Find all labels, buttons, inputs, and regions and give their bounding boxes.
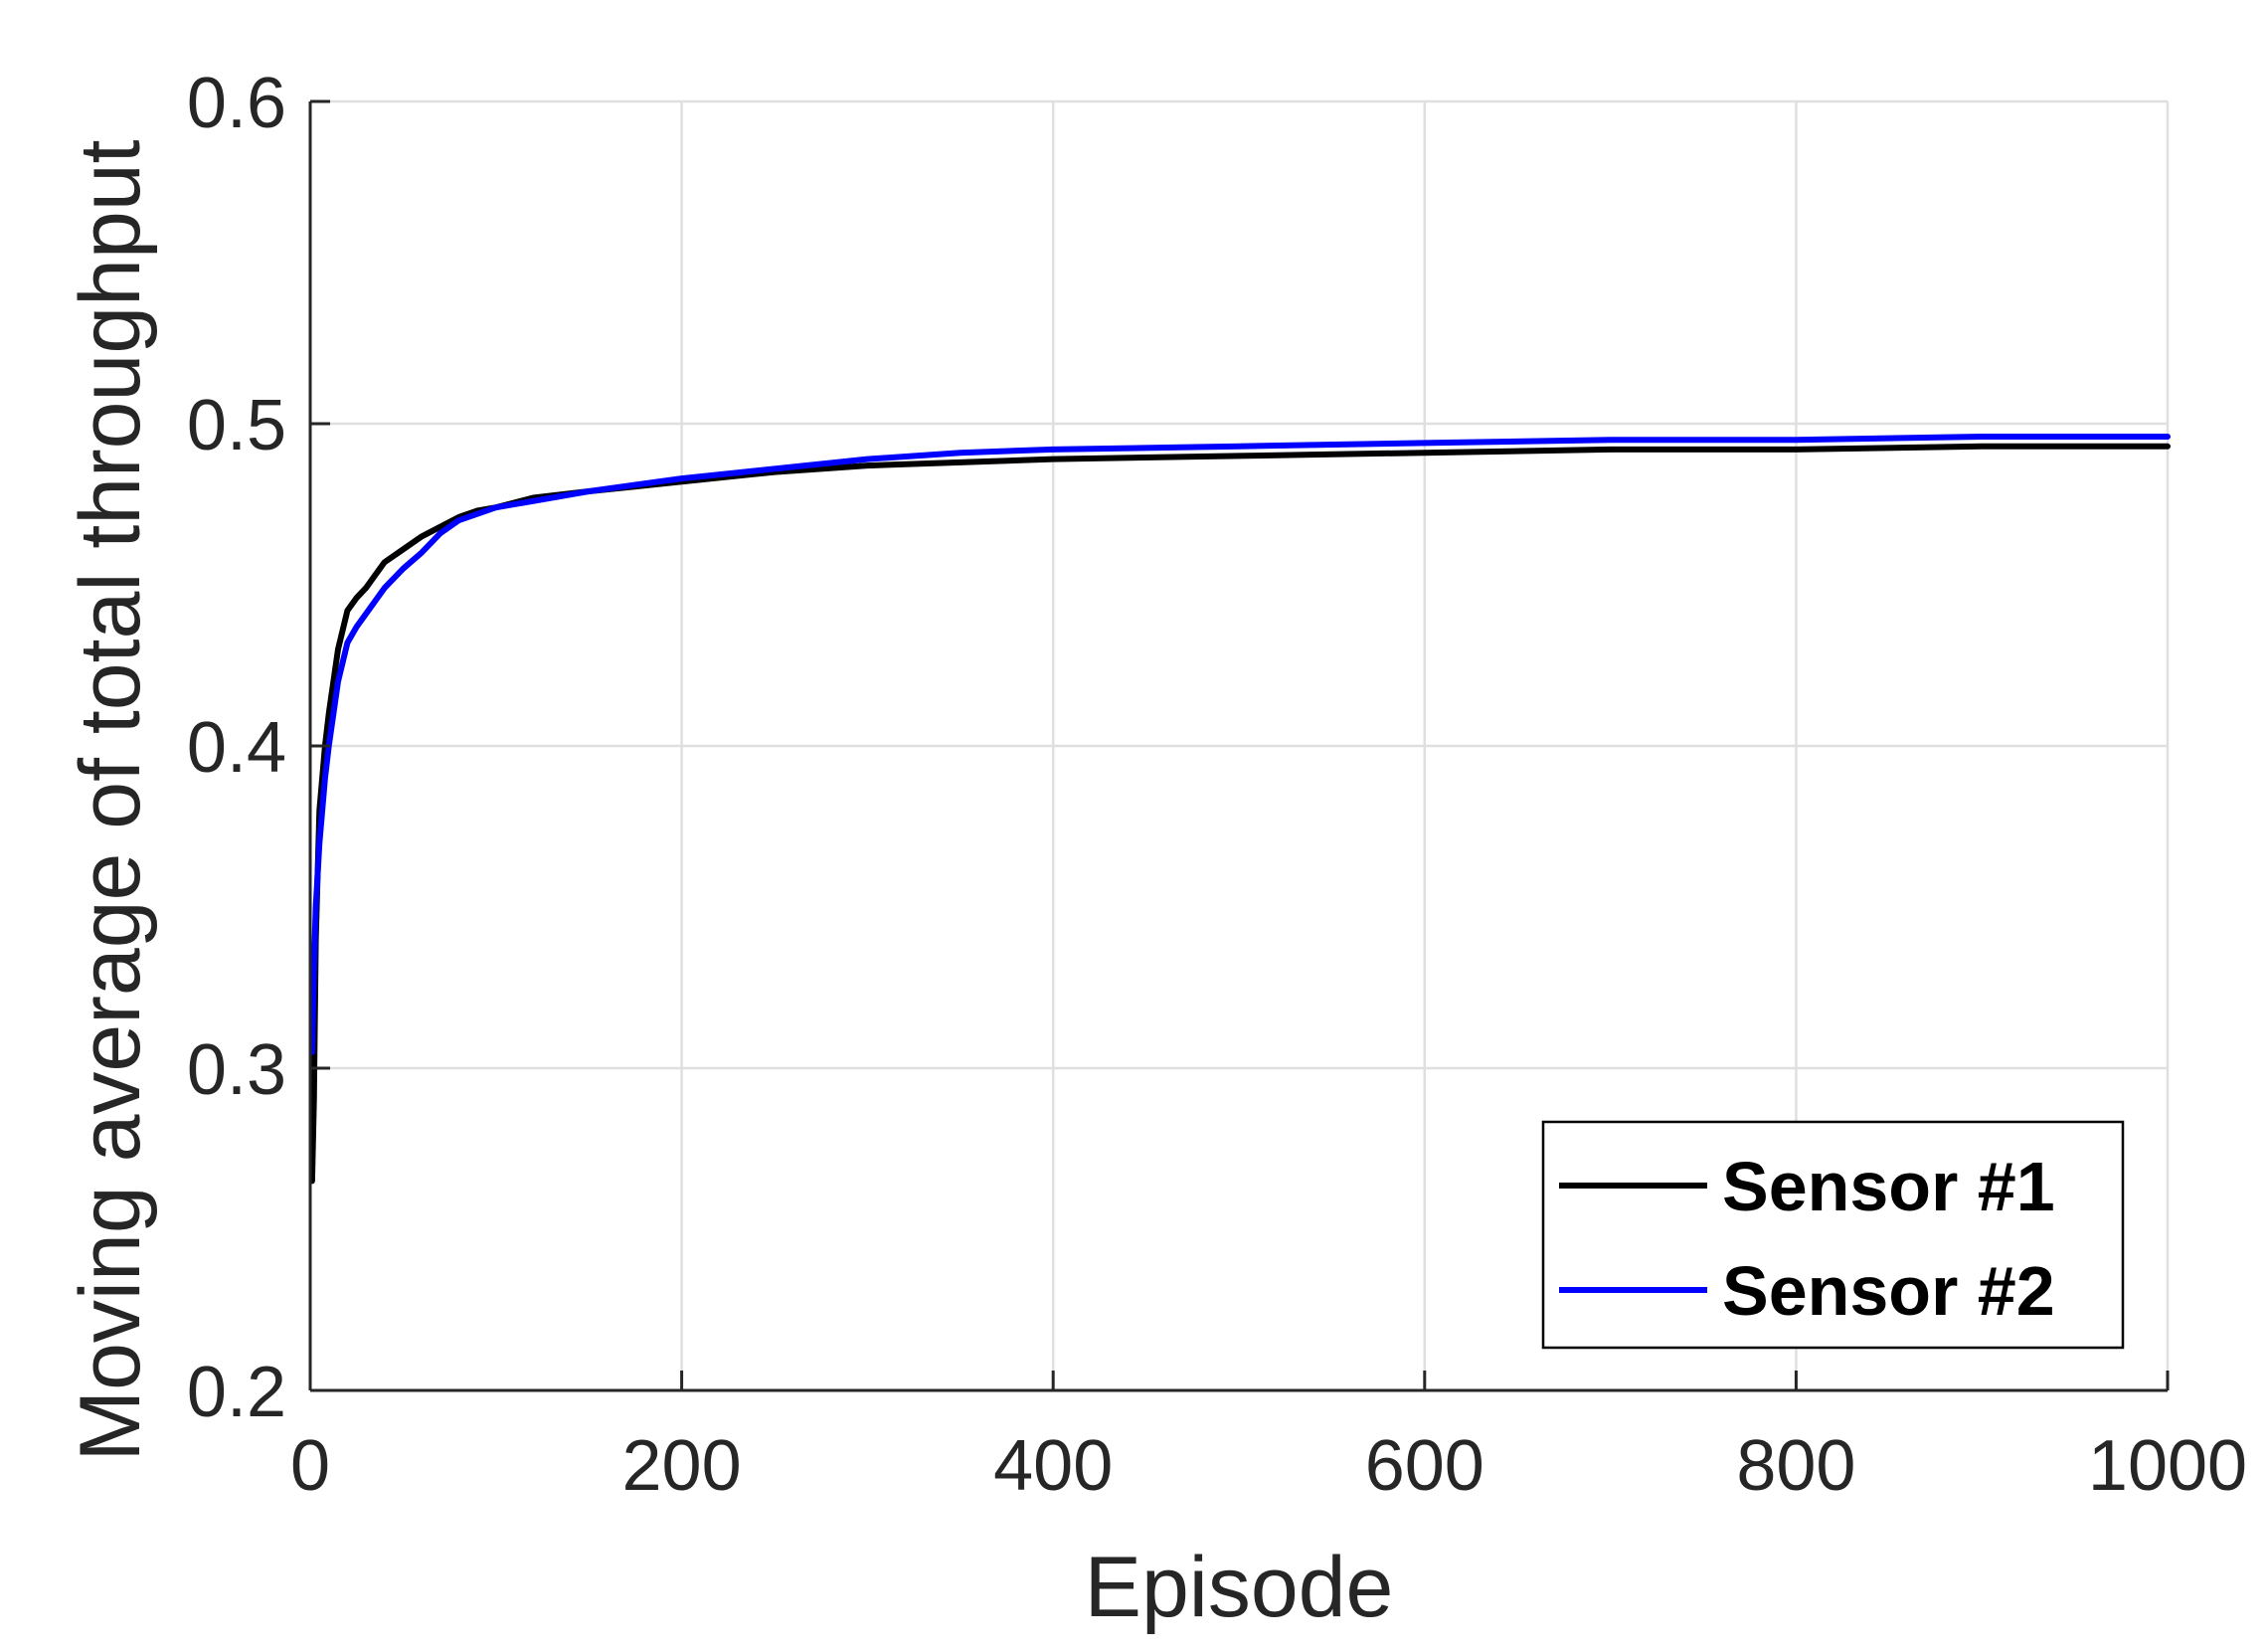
legend-box xyxy=(1541,1120,2125,1350)
x-tick-label-0: 0 xyxy=(290,1426,330,1506)
axes xyxy=(308,99,2170,1392)
y-tick-label-0.3: 0.3 xyxy=(187,1030,286,1110)
x-tick-label-800: 800 xyxy=(1736,1426,1855,1506)
y-axis-label: Moving average of total throughput xyxy=(63,139,158,1461)
legend: Sensor #1 Sensor #2 xyxy=(1541,1120,2125,1350)
series-line-sensor-1 xyxy=(308,443,2171,1185)
x-tick-label-400: 400 xyxy=(993,1426,1113,1506)
y-tick-label-0.5: 0.5 xyxy=(187,386,286,465)
tick-labels: 0 200 400 600 800 1000 0.2 0.3 0.4 0.5 0.6 xyxy=(187,64,2247,1506)
y-tick-label-0.4: 0.4 xyxy=(187,708,286,788)
y-tick-label-0.2: 0.2 xyxy=(187,1353,286,1432)
x-tick-label-200: 200 xyxy=(622,1426,742,1506)
x-axis-label: Episode xyxy=(1085,1540,1394,1635)
x-tick-label-600: 600 xyxy=(1365,1426,1484,1506)
legend-label-sensor-2: Sensor #2 xyxy=(1722,1252,2055,1330)
y-tick-label-0.6: 0.6 xyxy=(187,64,286,143)
x-tick-label-1000: 1000 xyxy=(2088,1426,2247,1506)
series-layer xyxy=(308,434,2171,1185)
series-line-sensor-2 xyxy=(308,434,2171,1055)
legend-label-sensor-1: Sensor #1 xyxy=(1722,1148,2055,1225)
